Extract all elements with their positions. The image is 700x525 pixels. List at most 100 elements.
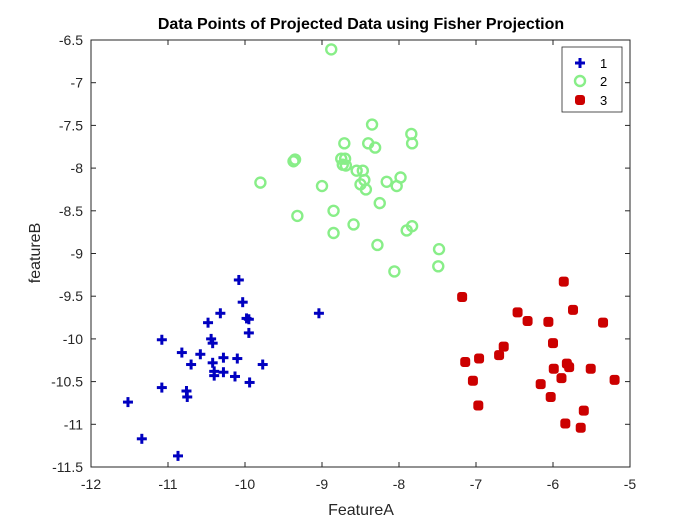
data-point-series-3 (609, 374, 620, 385)
data-point-series-3 (585, 363, 596, 374)
data-point-series-3 (460, 356, 471, 367)
data-point-series-2 (350, 164, 363, 177)
legend-marker-square (575, 95, 585, 105)
data-point-series-3 (598, 317, 609, 328)
data-point-series-2 (347, 218, 360, 231)
legend-marker-series-3 (575, 95, 585, 105)
data-point-series-2 (325, 43, 338, 56)
data-point-series-2 (394, 171, 407, 184)
data-point-series-1 (122, 397, 133, 408)
y-tick-label: -9 (71, 246, 84, 262)
legend-marker-circle (573, 74, 587, 88)
legend-label-2: 2 (600, 74, 607, 89)
data-point-series-3 (522, 315, 533, 326)
x-tick-label: -7 (470, 476, 483, 492)
y-axis-title: featureB (27, 223, 44, 283)
data-point-series-1 (173, 450, 184, 461)
data-point-series-3 (494, 350, 505, 361)
data-point-series-2 (365, 118, 379, 131)
data-point-series-3 (545, 391, 556, 402)
data-point-series-3 (457, 292, 468, 303)
data-points-layer (122, 43, 620, 461)
y-tick-label: -11.5 (52, 459, 83, 475)
data-point-series-1 (243, 327, 254, 338)
data-point-series-1 (207, 357, 218, 368)
data-point-series-1 (176, 347, 187, 358)
data-point-series-2 (388, 265, 401, 278)
data-point-series-2 (432, 243, 446, 256)
y-tick-label: -7.5 (59, 117, 83, 133)
data-point-series-1 (186, 359, 197, 370)
series-1 (122, 274, 324, 461)
y-tick-label: -8 (71, 160, 84, 176)
x-tick-label: -11 (158, 476, 177, 492)
x-tick-label: -5 (624, 476, 637, 492)
data-point-series-2 (315, 179, 329, 193)
data-point-series-2 (373, 196, 386, 210)
data-point-series-3 (473, 400, 484, 411)
data-point-series-1 (136, 433, 147, 444)
data-point-series-1 (209, 370, 220, 381)
plot-frame (90, 39, 631, 468)
data-point-series-3 (548, 338, 558, 349)
data-point-series-3 (512, 307, 523, 318)
data-point-series-1 (182, 391, 193, 402)
data-point-series-2 (368, 141, 382, 154)
data-point-series-3 (568, 304, 579, 315)
data-point-series-1 (232, 353, 243, 364)
legend-marker-plus (575, 58, 585, 68)
chart-title: Data Points of Projected Data using Fish… (158, 16, 564, 33)
data-point-series-2 (380, 175, 393, 188)
data-point-series-3 (578, 405, 589, 416)
data-point-series-2 (287, 155, 300, 168)
data-point-series-2 (338, 137, 351, 150)
data-point-series-1 (257, 359, 268, 370)
data-point-series-1 (244, 377, 255, 388)
x-tick-label: -10 (235, 476, 255, 492)
y-tick-label: -8.5 (59, 203, 83, 219)
data-point-series-1 (207, 338, 218, 349)
data-point-series-3 (467, 375, 478, 386)
data-point-series-1 (195, 349, 206, 360)
y-tick-label: -6.5 (59, 32, 83, 48)
data-point-series-2 (359, 183, 373, 196)
data-point-series-1 (215, 308, 226, 319)
legend-marker-series-1 (575, 58, 585, 68)
data-point-series-3 (543, 316, 554, 327)
series-2 (254, 43, 446, 278)
data-point-series-3 (535, 379, 546, 390)
y-tick-label: -11 (64, 416, 83, 432)
y-tick-label: -9.5 (59, 288, 83, 304)
data-point-series-3 (564, 362, 575, 373)
data-point-series-2 (254, 176, 267, 189)
data-point-series-3 (556, 373, 567, 384)
data-point-series-3 (575, 422, 586, 433)
series-3 (457, 276, 620, 433)
legend-label-3: 3 (600, 93, 607, 108)
plot-area (91, 40, 630, 467)
data-point-series-2 (432, 260, 445, 273)
x-tick-label: -8 (393, 476, 406, 492)
x-axis-title: FeatureA (328, 502, 394, 519)
data-point-series-3 (498, 341, 509, 352)
legend: 1 2 3 (561, 46, 623, 113)
data-point-series-2 (405, 137, 419, 150)
data-point-series-2 (291, 209, 304, 223)
y-tick-label: -10 (63, 331, 83, 347)
data-point-series-1 (203, 317, 214, 328)
data-point-series-3 (560, 418, 571, 429)
legend-entry-2: 2 (573, 74, 607, 89)
legend-entry-3: 3 (575, 93, 607, 108)
tick-layer: -12 -11 -10 -9 -8 -7 -6 -5 -6.5 -7 -7.5 -8 -8.5 -9 -9.… (51, 32, 636, 492)
data-point-series-2 (327, 204, 340, 218)
data-point-series-1 (218, 352, 229, 363)
legend-marker-series-2 (573, 74, 587, 88)
legend-label-1: 1 (600, 56, 607, 71)
data-point-series-1 (237, 297, 248, 308)
data-point-series-3 (548, 363, 559, 374)
legend-entry-1: 1 (575, 56, 607, 71)
legend-box (561, 46, 623, 113)
y-tick-label: -10.5 (51, 374, 83, 390)
data-point-series-3 (558, 276, 569, 287)
